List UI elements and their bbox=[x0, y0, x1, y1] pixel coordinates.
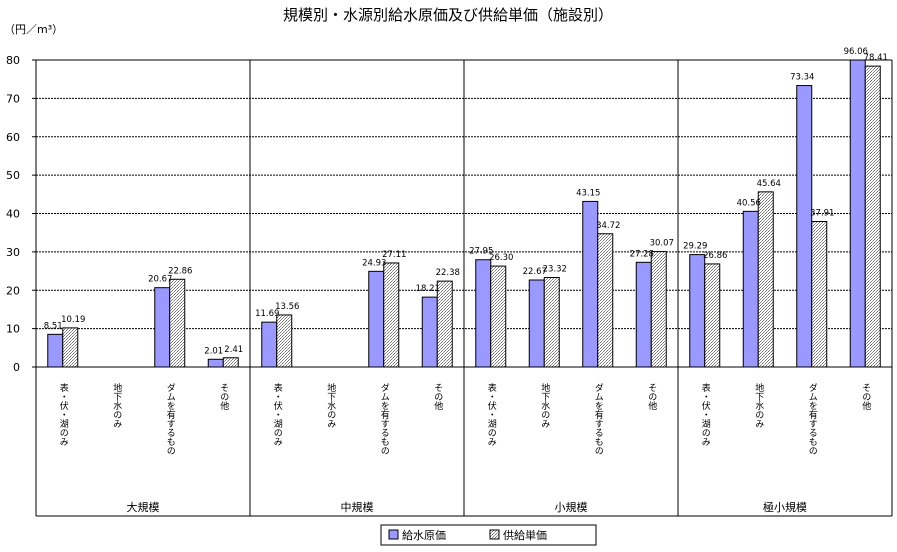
y-tick-label: 70 bbox=[6, 92, 20, 105]
bar-kyokyu-tanka bbox=[597, 233, 614, 368]
data-label: 27.11 bbox=[382, 250, 406, 260]
data-label: 22.86 bbox=[168, 266, 192, 276]
category-label: 表・伏・湖のみ bbox=[700, 382, 711, 446]
y-tick-label: 60 bbox=[6, 131, 20, 144]
y-tick-label: 50 bbox=[6, 169, 20, 182]
y-tick-label: 40 bbox=[6, 208, 20, 221]
data-label: 30.07 bbox=[650, 239, 674, 249]
group-label: 極小規模 bbox=[763, 500, 807, 514]
category-label: ダムを有するもの bbox=[165, 382, 176, 455]
data-label: 11.69 bbox=[255, 309, 279, 319]
data-label: 24.93 bbox=[362, 258, 386, 268]
category-label: その他 bbox=[860, 383, 871, 411]
bar-kyusui-genka bbox=[528, 279, 545, 368]
y-tick-label: 20 bbox=[6, 284, 20, 297]
bar-kyusui-genka bbox=[261, 321, 278, 368]
category-label: 地下水のみ bbox=[111, 382, 122, 428]
data-label: 2.01 bbox=[204, 346, 223, 356]
group-label: 小規模 bbox=[555, 500, 588, 514]
chart-title: 規模別・水源別給水原価及び供給単価（施設別） bbox=[283, 6, 613, 24]
y-tick-label: 0 bbox=[13, 361, 20, 374]
legend-swatch-kyusui-genka bbox=[388, 529, 399, 540]
y-axis-unit: （円／m³） bbox=[4, 23, 63, 36]
bar-kyokyu-tanka bbox=[169, 278, 186, 368]
bar-kyusui-genka bbox=[849, 59, 866, 368]
category-label: 地下水のみ bbox=[753, 382, 764, 428]
category-label: 表・伏・湖のみ bbox=[58, 382, 69, 446]
data-label: 37.91 bbox=[810, 209, 834, 219]
category-label: ダムを有するもの bbox=[379, 382, 390, 455]
bar-kyusui-genka bbox=[796, 85, 813, 368]
category-label: ダムを有するもの bbox=[593, 382, 604, 455]
data-label: 26.86 bbox=[703, 251, 727, 261]
bar-kyusui-genka bbox=[47, 333, 64, 368]
y-tick-label: 10 bbox=[6, 323, 20, 336]
bar-kyokyu-tanka bbox=[490, 265, 507, 368]
bar-kyokyu-tanka bbox=[864, 65, 881, 368]
bar-kyokyu-tanka bbox=[222, 357, 239, 368]
data-label: 34.72 bbox=[596, 221, 620, 231]
data-label: 10.19 bbox=[61, 315, 85, 325]
data-label: 29.29 bbox=[683, 242, 707, 252]
bar-kyusui-genka bbox=[154, 287, 171, 368]
bar-kyokyu-tanka bbox=[811, 221, 828, 368]
bar-kyusui-genka bbox=[475, 259, 492, 368]
category-label: 地下水のみ bbox=[325, 382, 336, 428]
data-label: 18.21 bbox=[416, 284, 440, 294]
bar-kyokyu-tanka bbox=[543, 277, 560, 368]
category-label: その他 bbox=[432, 383, 443, 411]
data-label: 2.41 bbox=[224, 345, 243, 355]
bar-kyusui-genka bbox=[742, 210, 759, 368]
category-label: その他 bbox=[646, 383, 657, 411]
group-label: 大規模 bbox=[127, 500, 160, 514]
data-label: 96.06 bbox=[844, 47, 868, 57]
category-label: 地下水のみ bbox=[539, 382, 550, 428]
bar-kyokyu-tanka bbox=[650, 251, 667, 368]
bar-kyusui-genka bbox=[368, 270, 385, 368]
data-label: 22.38 bbox=[436, 268, 460, 278]
bar-kyokyu-tanka bbox=[276, 314, 293, 368]
data-label: 26.30 bbox=[489, 253, 513, 263]
bar-kyusui-genka bbox=[421, 296, 438, 368]
data-label: 45.64 bbox=[757, 179, 781, 189]
legend-label-kyusui-genka: 給水原価 bbox=[402, 528, 446, 542]
data-label: 40.56 bbox=[737, 198, 761, 208]
legend: 給水原価 供給単価 bbox=[380, 524, 597, 546]
data-label: 78.41 bbox=[864, 53, 888, 63]
y-tick-label: 30 bbox=[6, 246, 20, 259]
category-label: 表・伏・湖のみ bbox=[486, 382, 497, 446]
y-tick-label: 80 bbox=[6, 54, 20, 67]
data-label: 43.15 bbox=[576, 188, 600, 198]
category-label: 表・伏・湖のみ bbox=[272, 382, 283, 446]
data-label: 73.34 bbox=[790, 73, 814, 83]
data-label: 22.67 bbox=[523, 267, 547, 277]
legend-box bbox=[380, 524, 597, 546]
bar-kyokyu-tanka bbox=[383, 262, 400, 368]
data-label: 20.67 bbox=[148, 275, 172, 285]
category-label: その他 bbox=[218, 383, 229, 411]
data-label: 23.32 bbox=[543, 265, 567, 275]
bar-kyokyu-tanka bbox=[704, 263, 721, 368]
data-label: 27.95 bbox=[469, 247, 493, 257]
legend-label-kyokyu-tanka: 供給単価 bbox=[503, 528, 547, 542]
axes: 0 10 20 30 40 50 60 70 80 bbox=[6, 54, 893, 517]
bar-kyusui-genka bbox=[207, 358, 224, 368]
category-label: ダムを有するもの bbox=[807, 382, 818, 455]
bar-kyokyu-tanka bbox=[62, 327, 79, 368]
group-label: 中規模 bbox=[341, 500, 374, 514]
legend-swatch-kyokyu-tanka bbox=[489, 529, 500, 540]
bar-kyokyu-tanka bbox=[757, 191, 774, 368]
data-label: 27.28 bbox=[630, 249, 654, 259]
bar-kyusui-genka bbox=[635, 261, 652, 368]
data-label: 13.56 bbox=[275, 302, 299, 312]
data-label: 8.51 bbox=[44, 321, 63, 331]
bar-kyusui-genka bbox=[689, 254, 706, 368]
